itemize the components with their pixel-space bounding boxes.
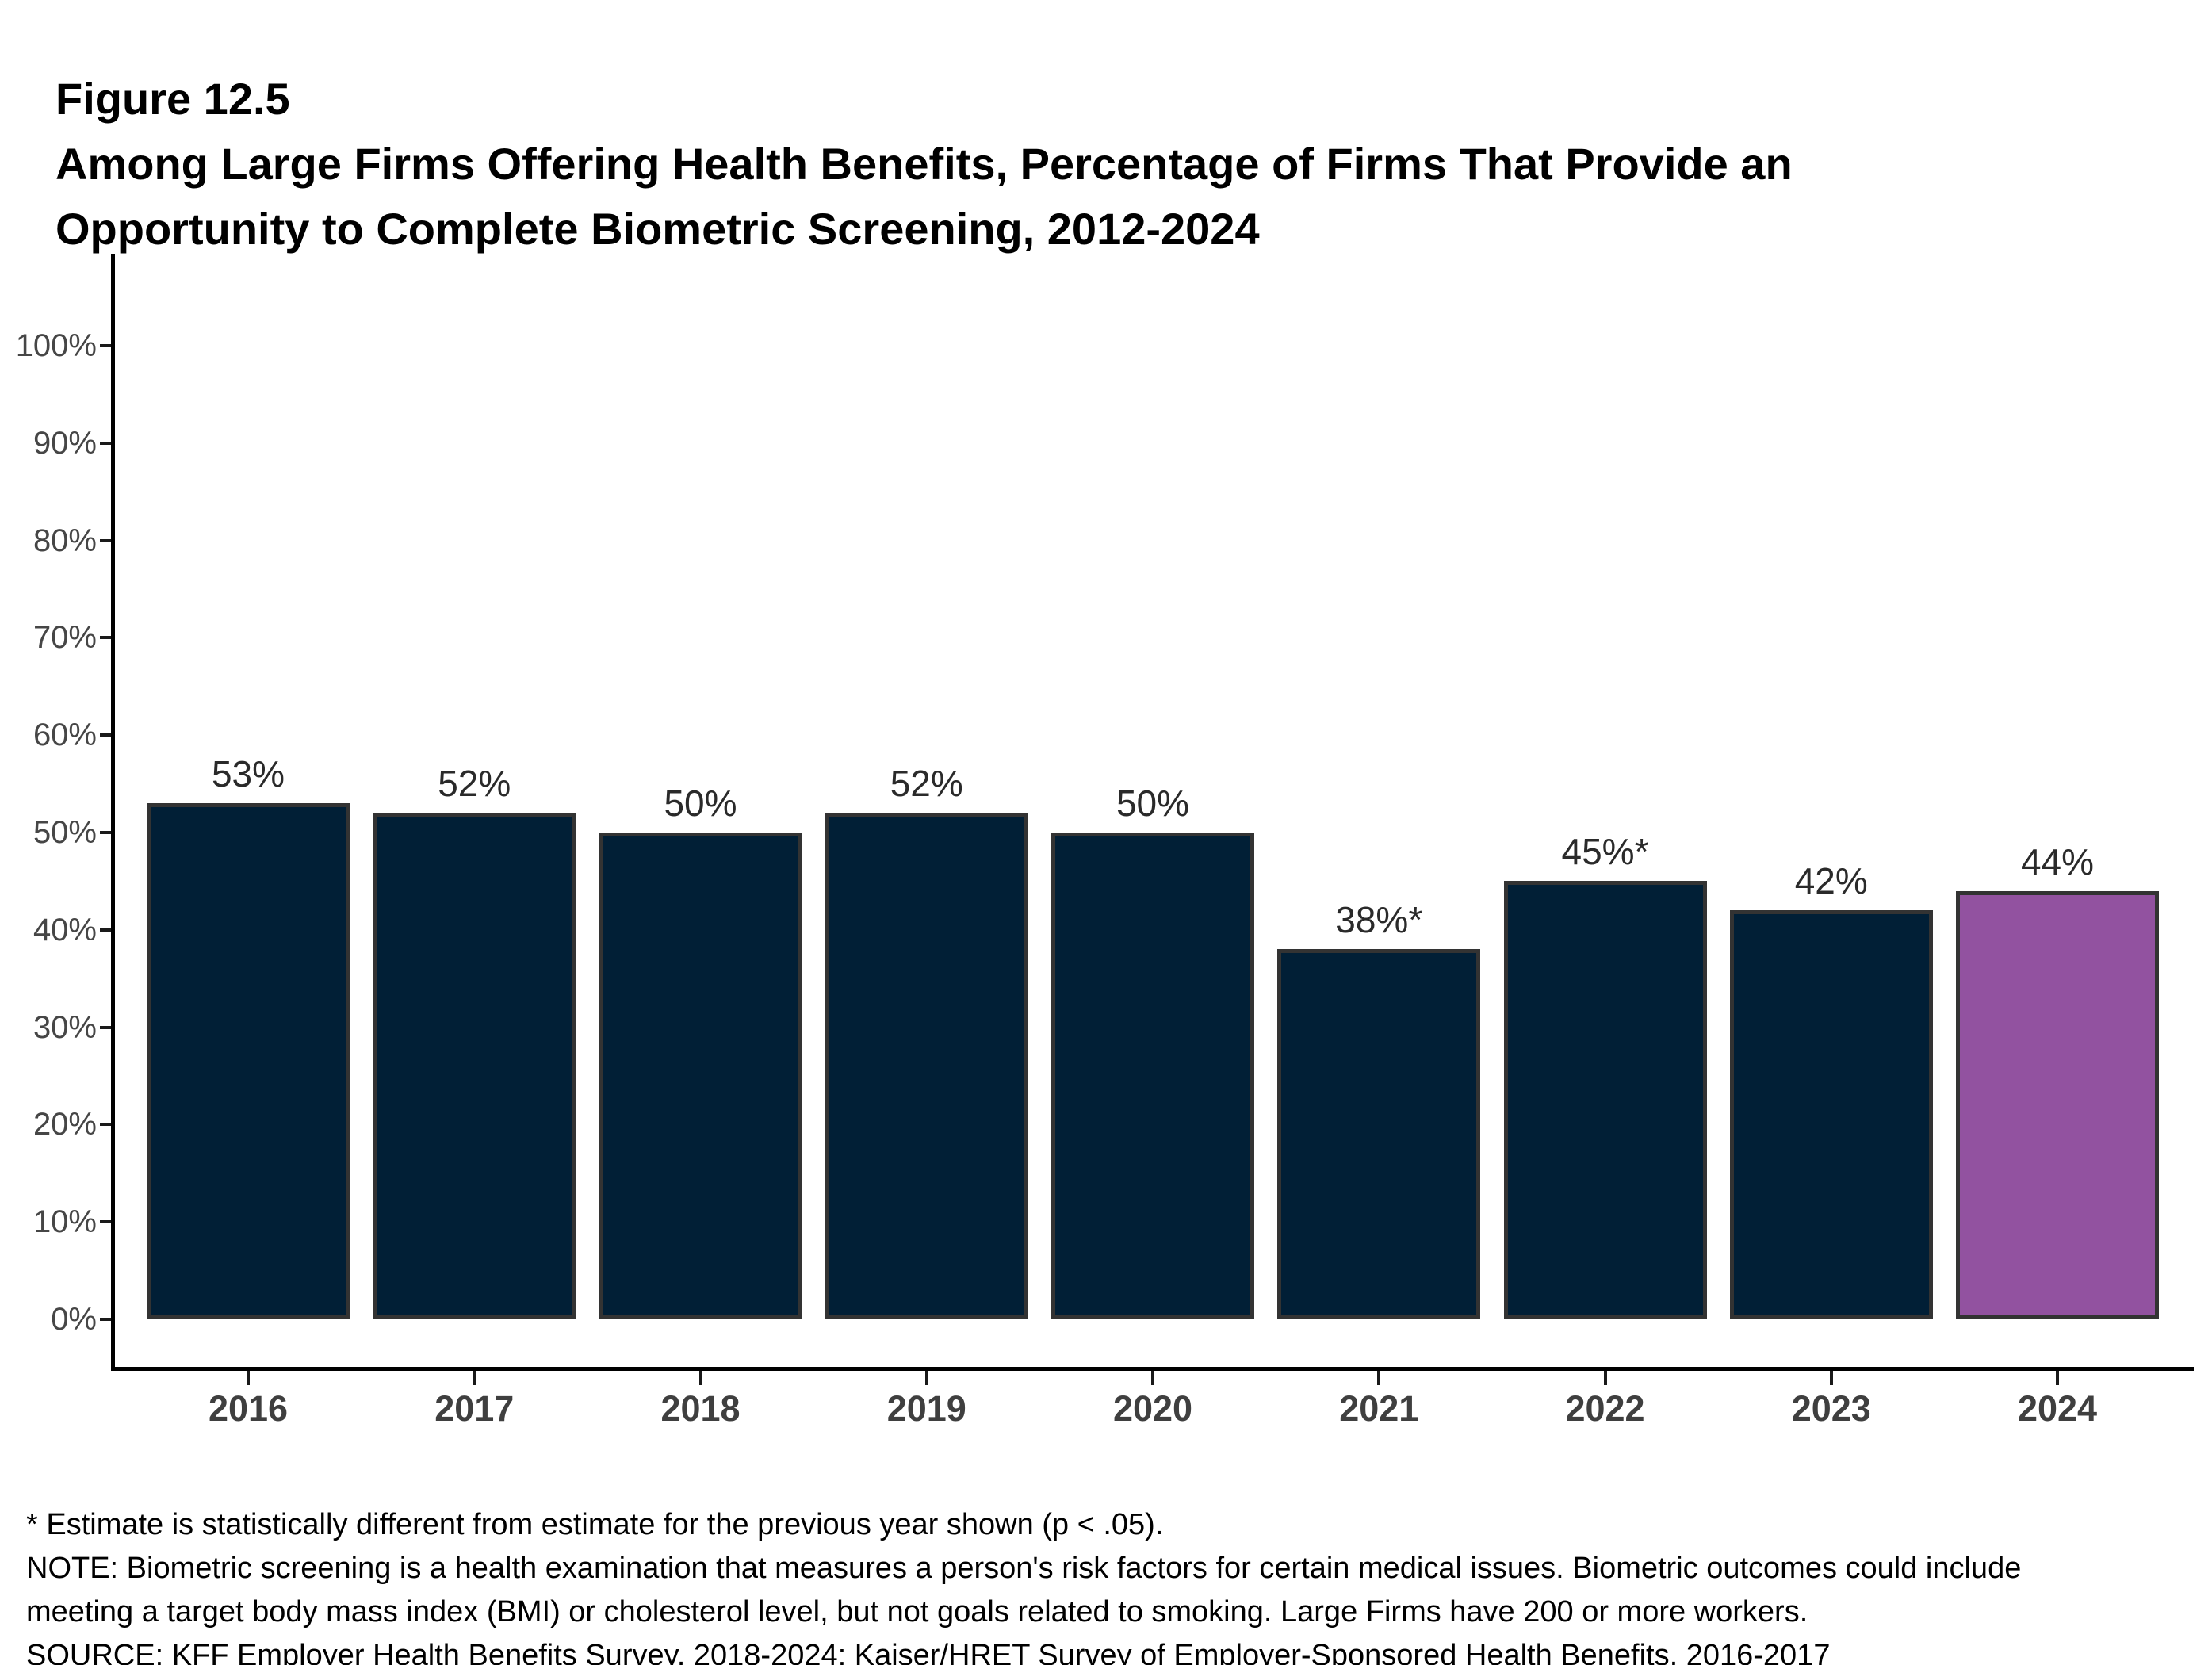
x-tick-mark [2056,1371,2059,1385]
y-tick-mark [100,1123,111,1127]
x-tick-label-2024: 2024 [2017,1388,2098,1429]
x-tick-mark [924,1371,928,1385]
figure-title-line-1: Among Large Firms Offering Health Benefi… [55,139,1793,189]
y-tick-mark [100,831,111,834]
bar-2020 [1051,832,1254,1319]
y-tick-label: 10% [33,1204,97,1240]
x-tick-label-2019: 2019 [886,1388,966,1429]
y-tick-label: 20% [33,1107,97,1143]
x-tick-label-2021: 2021 [1339,1388,1419,1429]
figure-title-line-2: Opportunity to Complete Biometric Screen… [55,204,1260,254]
bar-value-label-2016: 53% [211,753,285,795]
chart-footnotes: * Estimate is statistically different fr… [26,1503,2021,1665]
x-tick-mark [1829,1371,1833,1385]
footnote-line-3: meeting a target body mass index (BMI) o… [26,1595,1808,1629]
bar-value-label-2018: 50% [664,783,737,824]
bar-2021 [1277,949,1481,1319]
y-axis-line [111,254,115,1371]
footnote-line-4: SOURCE: KFF Employer Health Benefits Sur… [26,1639,1831,1665]
x-axis-line [111,1367,2194,1371]
x-tick-mark [698,1371,702,1385]
y-tick-mark [100,928,111,932]
x-tick-mark [473,1371,476,1385]
y-tick-label: 30% [33,1009,97,1045]
bar-value-label-2017: 52% [438,763,511,805]
x-tick-label-2022: 2022 [1565,1388,1645,1429]
y-tick-label: 70% [33,620,97,656]
y-tick-label: 0% [51,1302,97,1337]
y-tick-mark [100,733,111,737]
bar-value-label-2023: 42% [1794,860,1868,902]
footnote-line-1: * Estimate is statistically different fr… [26,1508,1164,1541]
y-tick-mark [100,1025,111,1029]
bar-2023 [1729,910,1933,1319]
bar-2022 [1503,881,1707,1319]
bar-2024 [1956,890,2159,1319]
bar-value-label-2019: 52% [890,763,963,805]
y-tick-label: 90% [33,425,97,461]
bar-2019 [825,813,1028,1319]
x-tick-label-2017: 2017 [434,1388,515,1429]
figure-label: Figure 12.5 [55,74,290,124]
x-tick-mark [247,1371,250,1385]
y-tick-mark [100,1220,111,1224]
y-tick-mark [100,344,111,347]
bar-value-label-2020: 50% [1116,783,1190,824]
title-block: Figure 12.5 Among Large Firms Offering H… [55,67,1793,262]
x-tick-mark [1151,1371,1154,1385]
y-tick-label: 100% [15,328,97,363]
y-tick-label: 40% [33,912,97,947]
x-tick-label-2018: 2018 [660,1388,741,1429]
y-tick-mark [100,538,111,542]
y-tick-mark [100,1318,111,1321]
bar-2017 [373,813,576,1319]
y-tick-label: 50% [33,815,97,850]
y-tick-label: 80% [33,522,97,558]
y-tick-label: 60% [33,718,97,753]
x-tick-label-2023: 2023 [1791,1388,1871,1429]
x-tick-label-2016: 2016 [208,1388,289,1429]
bar-value-label-2024: 44% [2020,840,2095,882]
bar-value-label-2022: 45%* [1561,831,1649,873]
x-tick-label-2020: 2020 [1112,1388,1193,1429]
footnote-line-2: NOTE: Biometric screening is a health ex… [26,1552,2022,1585]
x-tick-mark [1377,1371,1381,1385]
y-tick-mark [100,636,111,640]
bar-2016 [147,803,350,1319]
bar-2018 [599,832,802,1319]
bar-value-label-2021: 38%* [1335,899,1423,941]
y-tick-mark [100,441,111,445]
x-tick-mark [1603,1371,1607,1385]
